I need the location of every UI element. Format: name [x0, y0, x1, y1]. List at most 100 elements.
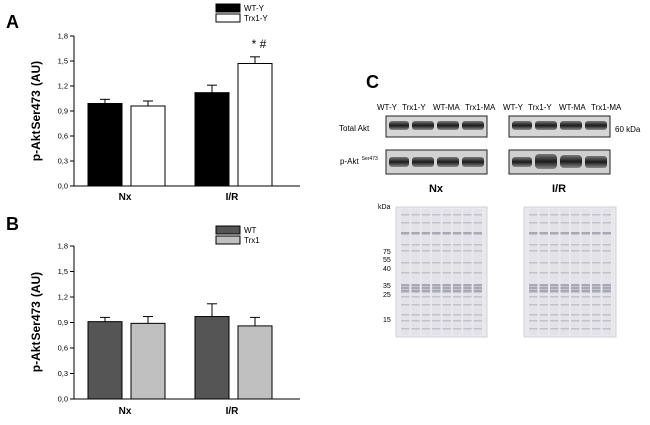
- gel-band: [432, 314, 441, 316]
- gel-band: [539, 214, 548, 216]
- blot-band: [585, 121, 607, 130]
- gel-band: [421, 304, 431, 306]
- gel-band: [411, 320, 420, 322]
- gel-band: [581, 222, 590, 224]
- gel-band: [581, 287, 590, 290]
- gel-band: [581, 328, 590, 330]
- gel-band: [592, 328, 601, 330]
- gel-band: [401, 262, 410, 264]
- chart-a-bar: [130, 105, 166, 187]
- gel-band: [442, 290, 451, 293]
- gel-band: [550, 262, 559, 264]
- gel-band: [571, 222, 580, 224]
- chart-b-y-tick-label: 0,9: [58, 318, 68, 327]
- chart-b-bar: [130, 322, 166, 400]
- legend-label-wt: WT: [244, 226, 257, 235]
- gel-band: [529, 272, 538, 274]
- gel-band: [432, 304, 441, 306]
- gel-band: [592, 296, 601, 298]
- chart-b-bar: [237, 325, 273, 400]
- gel-band: [571, 314, 580, 316]
- gel-band: [529, 304, 538, 306]
- chart-b-legend: WT Trx1: [215, 225, 260, 245]
- gel-band: [529, 222, 538, 224]
- gel-band: [411, 284, 420, 287]
- gel-band: [401, 296, 410, 298]
- blot-band: [512, 121, 532, 130]
- gel-band: [421, 328, 431, 330]
- gel-band: [592, 287, 601, 290]
- gel-band: [602, 320, 611, 322]
- gel-band: [602, 304, 611, 306]
- gel-band: [539, 287, 548, 290]
- lane-label-wt-y: WT-Y: [377, 103, 398, 112]
- legend-label-trx1: Trx1: [244, 236, 260, 245]
- gel-band: [571, 250, 580, 252]
- gel-band: [571, 296, 580, 298]
- chart-a-ticks: 0,0 0,3 0,6 0,9 1,2 1,5 1,8: [58, 32, 74, 191]
- gel-band: [401, 232, 410, 235]
- gel-band: [432, 287, 441, 290]
- gel-band: [592, 272, 601, 274]
- gel-band: [571, 284, 580, 287]
- gel-band: [432, 320, 441, 322]
- kda-unit-label: kDa: [378, 204, 391, 211]
- gel-band: [452, 328, 462, 330]
- gel-band: [473, 244, 482, 246]
- gel-band: [581, 232, 590, 235]
- gel-band: [560, 320, 569, 322]
- gel-band: [539, 314, 548, 316]
- lane-labels-right: WT-Y Trx1-Y WT-MA Trx1-MA: [503, 103, 622, 112]
- lane-label-wt-ma-right: WT-MA: [559, 103, 586, 112]
- blot-band: [560, 155, 582, 168]
- gel-band: [421, 222, 431, 224]
- gel-band: [539, 244, 548, 246]
- gel-band: [463, 314, 472, 316]
- gel-band: [473, 328, 482, 330]
- gel-band: [571, 290, 580, 293]
- chart-a-bars: [87, 56, 273, 187]
- gel-band: [401, 304, 410, 306]
- gel-band: [401, 244, 410, 246]
- blot-band: [535, 154, 557, 169]
- gel-band: [421, 232, 431, 235]
- gel-band: [411, 328, 420, 330]
- gel-band: [401, 214, 410, 216]
- gel-band: [432, 296, 441, 298]
- chart-a-bar: [87, 103, 123, 187]
- gel-band: [442, 284, 451, 287]
- blot-group-ir: I/R: [552, 183, 566, 195]
- chart-b-category-nx: Nx: [119, 406, 132, 417]
- blot-band: [585, 156, 607, 168]
- gel-band: [432, 222, 441, 224]
- total-akt-strip-ir: [508, 115, 611, 138]
- marker-label: 55: [383, 257, 391, 264]
- gel-band: [411, 222, 420, 224]
- molecular-weight-label: 60 kDa: [615, 125, 641, 134]
- gel-band: [442, 287, 451, 290]
- panel-a-letter: A: [6, 12, 19, 32]
- gel-band: [602, 328, 611, 330]
- gel-band: [442, 314, 451, 316]
- gel-band: [581, 214, 590, 216]
- chart-a-y-tick-label: 0,0: [58, 182, 68, 191]
- gel-band: [592, 214, 601, 216]
- gel-band: [463, 262, 472, 264]
- chart-a-y-label: p-AktSer473(AU): [29, 61, 43, 161]
- gel-band: [581, 250, 590, 252]
- gel-band: [452, 232, 462, 235]
- gel-band: [560, 287, 569, 290]
- gel-band: [560, 284, 569, 287]
- lane-label-wt-ma: WT-MA: [433, 103, 460, 112]
- gel-band: [463, 290, 472, 293]
- gel-band: [421, 314, 431, 316]
- gel-band: [560, 290, 569, 293]
- gel-band: [550, 232, 559, 235]
- gel-band: [529, 328, 538, 330]
- gel-band: [581, 284, 590, 287]
- gel-band: [550, 296, 559, 298]
- gel-band: [602, 290, 611, 293]
- legend-swatch-wt-y: [215, 3, 241, 13]
- chart-a: p-AktSer473(AU) 0,0 0,3 0,6 0,9 1,2 1,5 1,8 WT…: [29, 3, 300, 203]
- gel-band: [560, 222, 569, 224]
